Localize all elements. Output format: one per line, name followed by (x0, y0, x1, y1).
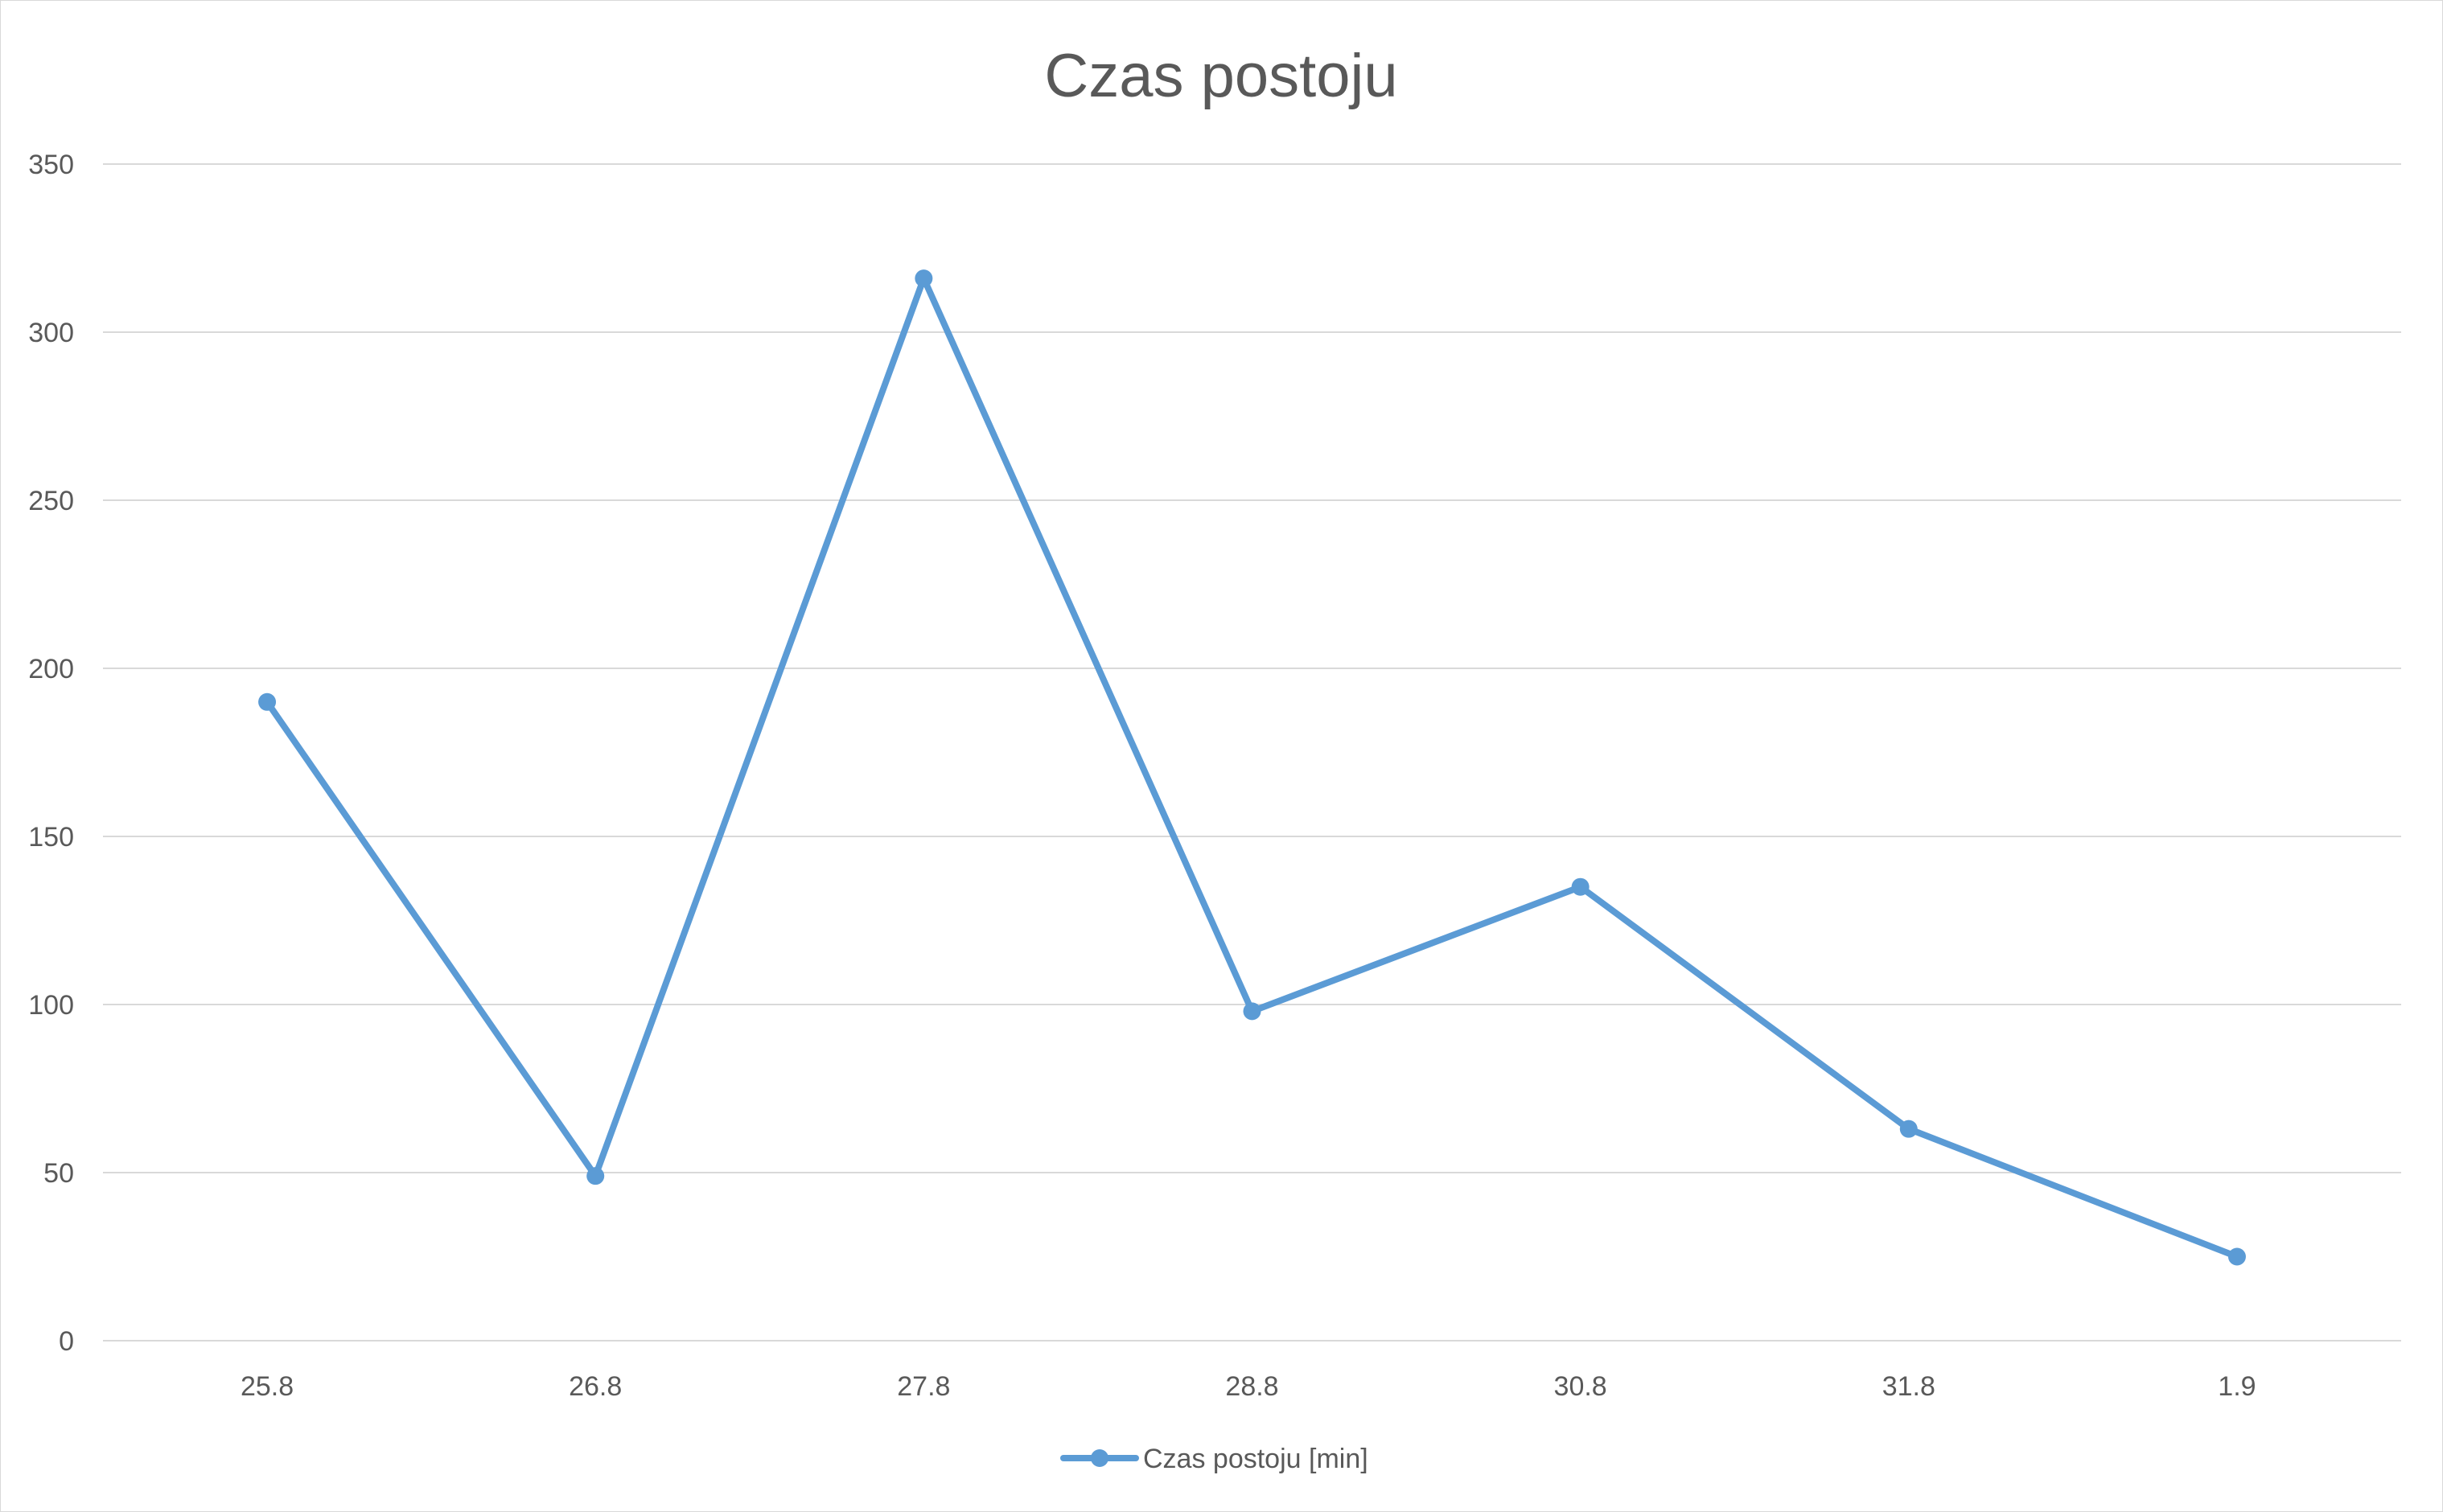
data-point (258, 692, 277, 711)
x-axis-ticks: 25.8 26.8 27.8 28.8 30.8 31.8 1.9 (241, 1371, 2256, 1402)
series-layer (258, 269, 2246, 1266)
data-point (1899, 1120, 1918, 1138)
y-tick-label: 0 (59, 1326, 74, 1357)
y-axis-ticks: 0 50 100 150 200 250 300 350 (28, 150, 74, 1357)
x-tick-label: 30.8 (1554, 1371, 1607, 1402)
data-point (2227, 1247, 2246, 1266)
data-point (586, 1167, 605, 1185)
y-tick-label: 200 (28, 654, 74, 684)
data-point (915, 269, 933, 288)
y-tick-label: 100 (28, 990, 74, 1021)
legend-label: Czas postoju [min] (1143, 1444, 1368, 1474)
data-point (1571, 877, 1590, 896)
x-tick-label: 25.8 (241, 1371, 294, 1402)
y-tick-label: 300 (28, 318, 74, 348)
legend: Czas postoju [min] (1060, 1444, 1368, 1474)
series-line (264, 275, 2240, 1260)
x-tick-label: 26.8 (569, 1371, 622, 1402)
data-point (1243, 1002, 1261, 1021)
x-tick-label: 31.8 (1882, 1371, 1935, 1402)
y-tick-label: 50 (43, 1158, 74, 1189)
y-tick-label: 250 (28, 486, 74, 516)
x-tick-label: 27.8 (897, 1371, 950, 1402)
chart-title: Czas postoju (1044, 42, 1397, 110)
gridlines (103, 163, 2401, 1341)
y-tick-label: 350 (28, 150, 74, 180)
x-tick-label: 28.8 (1225, 1371, 1278, 1402)
y-tick-label: 150 (28, 822, 74, 853)
x-tick-label: 1.9 (2218, 1371, 2256, 1402)
legend-marker-swatch (1091, 1449, 1108, 1467)
